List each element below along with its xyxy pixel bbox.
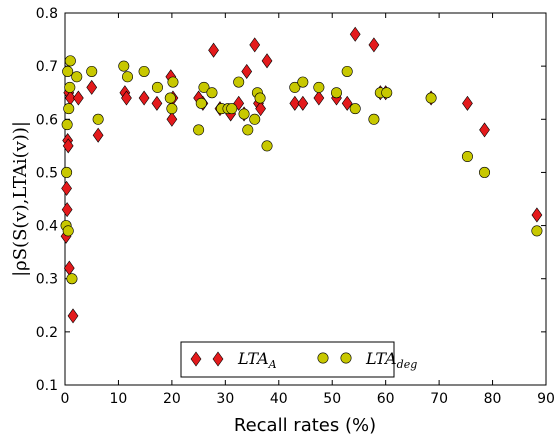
axis-ticks: 0 10 20 30 40 50 60 70 80 90 0.1 0.2 0.3 0.4 0.5 0.6 0.7…	[36, 6, 555, 407]
y-tick-label: 0.7	[36, 59, 58, 75]
legend-markers	[190, 351, 352, 367]
lta-a-point	[241, 63, 253, 79]
x-tick-label: 90	[537, 391, 555, 407]
lta-deg-point	[92, 113, 104, 125]
lta-deg-point	[368, 113, 380, 125]
y-tick-label: 0.2	[36, 325, 58, 341]
lta-a-point	[255, 101, 266, 117]
lta-deg-point	[122, 71, 134, 83]
legend-marker-lta-deg	[340, 352, 352, 364]
x-axis-title: Recall rates (%)	[234, 415, 376, 436]
x-tick-label: 20	[163, 391, 181, 407]
x-tick-label: 0	[61, 391, 70, 407]
lta-a-point	[313, 90, 325, 106]
lta-deg-point	[341, 65, 353, 77]
x-tick-label: 30	[216, 391, 234, 407]
lta-deg-point	[349, 103, 361, 115]
lta-deg-point	[249, 113, 261, 125]
x-tick-label: 70	[430, 391, 448, 407]
lta-deg-point	[233, 76, 245, 88]
legend: LTAA LTAdeg	[180, 341, 417, 378]
legend-marker-lta-a	[190, 351, 202, 367]
lta-deg-point	[206, 87, 218, 99]
y-tick-label: 0.5	[36, 165, 58, 181]
lta-a-point	[462, 95, 473, 111]
lta-a-point	[92, 127, 104, 143]
lta-deg-point	[531, 225, 543, 237]
x-tick-label: 50	[323, 391, 341, 407]
lta-deg-point	[64, 55, 76, 67]
legend-label-lta-a: LTAA	[237, 349, 277, 371]
legend-box	[180, 341, 395, 378]
legend-marker-lta-deg	[317, 352, 329, 364]
y-tick-label: 0.6	[36, 112, 58, 128]
lta-deg-point	[118, 60, 130, 72]
y-axis-title: |ρS(S(v),LTAi(v))|	[10, 121, 31, 277]
legend-label-lta-deg: LTAdeg	[365, 349, 417, 371]
lta-deg-point	[61, 166, 73, 178]
lta-a-point	[62, 138, 74, 154]
lta-a-point	[349, 26, 361, 42]
lta-deg-point	[138, 65, 150, 77]
lta-deg-point	[63, 103, 75, 115]
legend-marker-lta-a	[212, 351, 224, 367]
lta-deg-point	[166, 103, 178, 115]
lta-deg-point	[66, 273, 78, 285]
lta-deg-point	[242, 124, 254, 136]
lta-deg-point	[313, 81, 325, 93]
lta-deg-point	[330, 87, 342, 99]
lta-deg-point	[62, 225, 74, 237]
lta-deg-point	[71, 71, 83, 83]
lta-a-point	[151, 95, 163, 111]
lta-a-point	[138, 90, 150, 106]
lta-deg-point	[289, 81, 301, 93]
plot-frame	[64, 12, 547, 386]
lta-deg-point	[167, 76, 179, 88]
x-tick-label: 60	[377, 391, 395, 407]
y-tick-label: 0.1	[36, 378, 58, 394]
lta-deg-point	[254, 92, 266, 104]
y-tick-label: 0.3	[36, 272, 58, 288]
lta-deg-point	[238, 108, 250, 120]
lta-a-point	[341, 95, 353, 111]
lta-deg-point	[193, 124, 205, 136]
lta-deg-point	[198, 81, 210, 93]
lta-deg-point	[86, 65, 98, 77]
lta-a-point	[261, 53, 273, 69]
lta-a-point	[249, 37, 261, 53]
y-tick-label: 0.4	[36, 219, 58, 235]
lta-a-point	[86, 79, 98, 95]
x-tick-label: 40	[270, 391, 288, 407]
lta-deg-point	[226, 103, 238, 115]
lta-a-point	[121, 90, 132, 106]
data-points	[60, 26, 543, 324]
lta-a-point	[208, 42, 219, 58]
lta-deg-point	[261, 140, 273, 152]
lta-deg-point	[195, 97, 207, 109]
lta-a-point	[67, 308, 79, 324]
lta-a-point	[368, 37, 380, 53]
lta-a-point	[166, 111, 178, 127]
lta-deg-point	[164, 92, 176, 104]
lta-deg-point	[62, 65, 74, 77]
lta-deg-point	[479, 166, 491, 178]
y-tick-label: 0.8	[36, 6, 58, 22]
x-tick-label: 10	[110, 391, 128, 407]
lta-a-point	[297, 95, 309, 111]
lta-deg-point	[64, 81, 76, 93]
lta-deg-point	[381, 87, 393, 99]
lta-deg-point	[151, 81, 163, 93]
lta-deg-point	[297, 76, 309, 88]
lta-a-point	[479, 122, 490, 138]
lta-a-point	[289, 95, 301, 111]
lta-a-point	[61, 180, 72, 196]
lta-a-point	[531, 207, 543, 223]
lta-a-point	[72, 90, 84, 106]
x-tick-label: 80	[484, 391, 502, 407]
lta-a-point	[61, 202, 73, 218]
lta-deg-point	[461, 150, 473, 162]
lta-deg-point	[425, 92, 437, 104]
lta-deg-point	[61, 119, 73, 131]
